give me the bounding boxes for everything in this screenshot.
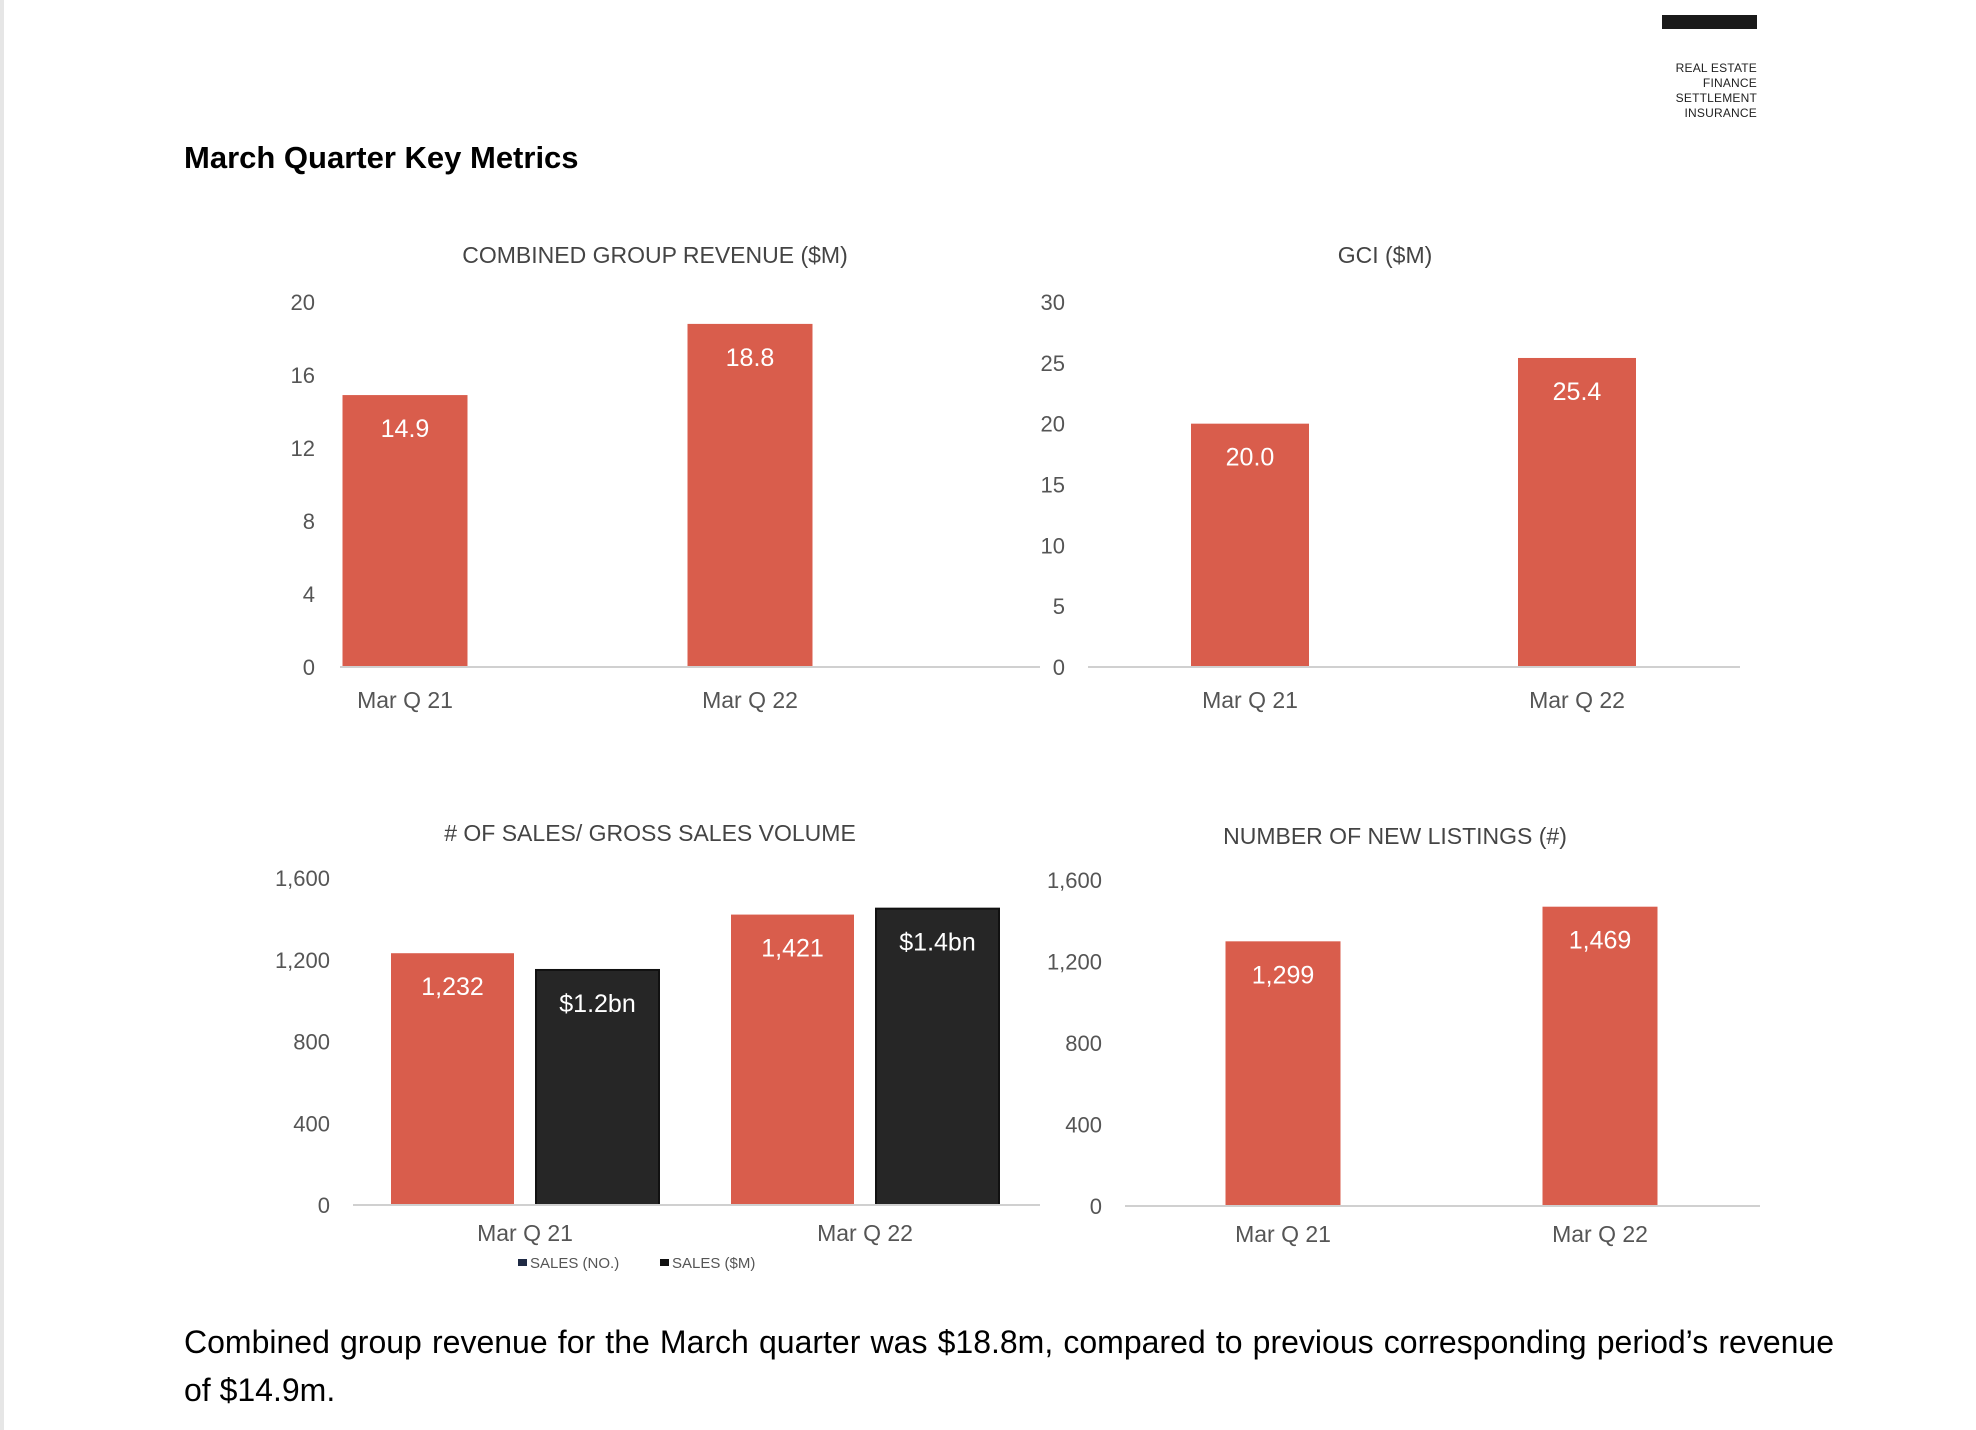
x-tick-label: Mar Q 21	[357, 687, 453, 713]
data-label: 18.8	[726, 344, 775, 372]
bar	[1518, 357, 1636, 667]
legend-swatch	[660, 1259, 669, 1266]
data-label: $1.4bn	[899, 929, 975, 957]
x-tick-label: Mar Q 22	[702, 687, 798, 713]
y-tick-label: 15	[1041, 473, 1065, 498]
legend-entry: SALES (NO.)	[530, 1255, 619, 1272]
gci-chart: GCI ($M) 0 5 10 15 20 25 30 20.0 25.4 Mar Q 21 Mar …	[1041, 242, 1740, 713]
x-tick-label: Mar Q 22	[1529, 687, 1625, 713]
data-label: 20.0	[1226, 444, 1275, 472]
logo-bar	[1662, 15, 1757, 29]
y-tick-label: 1,200	[1047, 950, 1102, 975]
y-tick-label: 4	[303, 582, 315, 607]
y-tick-label: 25	[1041, 351, 1065, 376]
chart-title: COMBINED GROUP REVENUE ($M)	[462, 242, 848, 268]
page-edge	[0, 0, 4, 1430]
y-tick-label: 5	[1053, 594, 1065, 619]
y-tick-label: 400	[293, 1111, 330, 1136]
y-tick-label: 0	[1053, 655, 1065, 680]
data-label: 14.9	[381, 415, 430, 443]
data-label: $1.2bn	[559, 990, 635, 1018]
y-tick-label: 20	[1041, 412, 1065, 437]
y-tick-label: 0	[318, 1193, 330, 1218]
data-label: 1,469	[1569, 927, 1632, 955]
y-tick-label: 16	[291, 363, 315, 388]
chart-title: NUMBER OF NEW LISTINGS (#)	[1223, 823, 1567, 849]
brand-tagline: REAL ESTATE FINANCE SETTLEMENT INSURANCE	[1560, 61, 1757, 121]
y-tick-label: 800	[1065, 1031, 1102, 1056]
bar	[342, 395, 468, 667]
x-tick-label: Mar Q 21	[477, 1220, 573, 1246]
y-tick-label: 8	[303, 509, 315, 534]
brand-line: FINANCE	[1702, 76, 1757, 90]
y-tick-label: 10	[1041, 533, 1065, 558]
chart-title: # OF SALES/ GROSS SALES VOLUME	[444, 820, 856, 846]
y-tick-label: 0	[1090, 1194, 1102, 1219]
listings-chart: NUMBER OF NEW LISTINGS (#) 0 400 800 1,200 1,…	[1047, 823, 1760, 1247]
bar	[1191, 423, 1309, 667]
chart-title: GCI ($M)	[1338, 242, 1433, 268]
y-tick-label: 20	[291, 290, 315, 315]
y-tick-label: 400	[1065, 1113, 1102, 1138]
y-tick-label: 800	[293, 1030, 330, 1055]
y-tick-label: 1,200	[275, 948, 330, 973]
page-title: March Quarter Key Metrics	[184, 140, 579, 175]
revenue-chart: COMBINED GROUP REVENUE ($M) 0 4 8 12 16 20 14.9…	[291, 242, 1040, 713]
y-tick-label: 30	[1041, 290, 1065, 315]
data-label: 1,421	[761, 935, 824, 963]
data-label: 1,299	[1252, 961, 1315, 989]
bar	[1542, 906, 1658, 1206]
bar	[535, 968, 660, 1206]
x-tick-label: Mar Q 22	[817, 1220, 913, 1246]
bar	[391, 953, 514, 1205]
brand-line: REAL ESTATE	[1675, 61, 1757, 75]
y-tick-label: 12	[291, 436, 315, 461]
bar	[687, 323, 813, 667]
data-label: 25.4	[1553, 378, 1602, 406]
bar	[731, 914, 854, 1205]
bar	[875, 907, 1000, 1206]
brand-line: SETTLEMENT	[1675, 91, 1757, 105]
brand-line: INSURANCE	[1684, 106, 1757, 120]
sales-chart: # OF SALES/ GROSS SALES VOLUME 0 400 800 1,2…	[275, 820, 1040, 1272]
y-tick-label: 1,600	[275, 866, 330, 891]
legend-entry: SALES ($M)	[672, 1255, 755, 1272]
summary-text: Combined group revenue for the March qua…	[184, 1324, 1834, 1408]
y-tick-label: 0	[303, 655, 315, 680]
x-tick-label: Mar Q 21	[1202, 687, 1298, 713]
bar	[1225, 941, 1341, 1206]
y-tick-label: 1,600	[1047, 868, 1102, 893]
x-tick-label: Mar Q 21	[1235, 1221, 1331, 1247]
legend-swatch	[518, 1259, 527, 1266]
data-label: 1,232	[421, 973, 484, 1001]
x-tick-label: Mar Q 22	[1552, 1221, 1648, 1247]
